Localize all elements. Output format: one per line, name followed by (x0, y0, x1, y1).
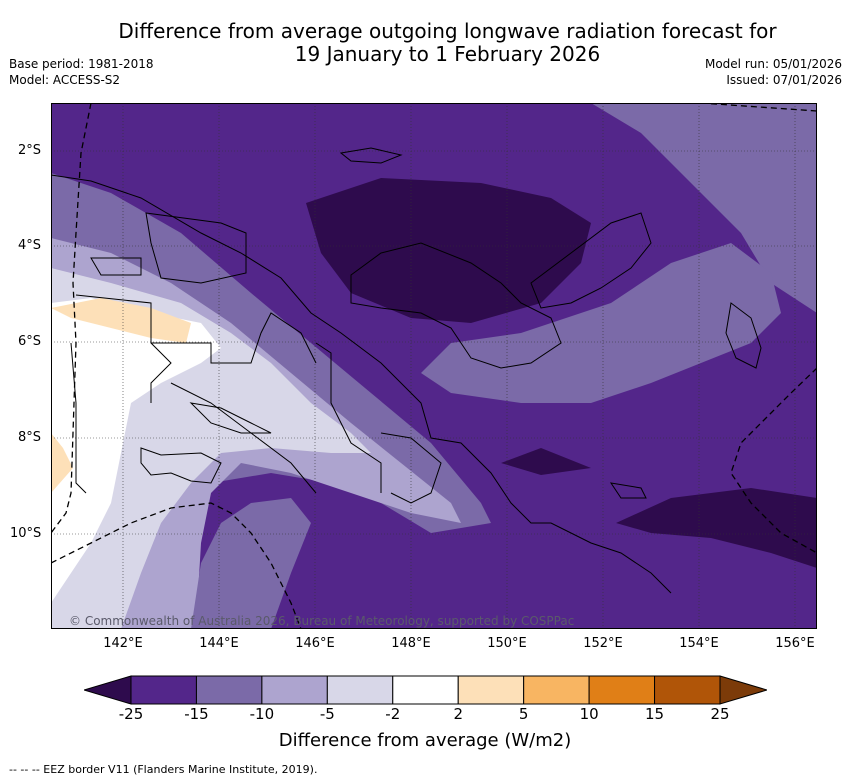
footnote: -- -- -- EEZ border V11 (Flanders Marine… (9, 763, 318, 776)
colorbar-tick-label: -2 (385, 705, 401, 723)
anomaly-region-positive-2 (51, 433, 73, 493)
olr-anomaly-map (51, 103, 817, 629)
lon-label-144e: 144°E (199, 636, 239, 651)
colorbar-tick-label: 10 (579, 705, 599, 723)
anomaly-region-west-4 (51, 298, 221, 603)
lat-label-2s: 2°S (18, 143, 42, 158)
lon-label-148e: 148°E (391, 636, 431, 651)
colorbar-tick-label: -15 (184, 705, 209, 723)
issued-date: Issued: 07/01/2026 (726, 73, 842, 87)
meta-right: Model run: 05/01/2026 Issued: 07/01/2026 (705, 56, 842, 88)
colorbar-segment (130, 675, 197, 705)
copyright-notice: © Commonwealth of Australia 2026, Bureau… (69, 614, 575, 628)
colorbar-extend-high (719, 675, 767, 705)
colorbar-tick-label: 5 (518, 705, 529, 723)
model-run: Model run: 05/01/2026 (704, 57, 842, 71)
colorbar-tick-label: -5 (319, 705, 335, 723)
lon-label-152e: 152°E (583, 636, 623, 651)
lon-label-146e: 146°E (295, 636, 335, 651)
model-name: Model: ACCESS-S2 (9, 73, 121, 87)
meta-left: Base period: 1981-2018 Model: ACCESS-S2 (9, 56, 154, 88)
lon-label-154e: 154°E (679, 636, 719, 651)
lat-label-4s: 4°S (18, 238, 42, 253)
anomaly-region-positive-1 (51, 298, 191, 343)
title-line-1: Difference from average outgoing longwav… (118, 19, 777, 43)
colorbar-extend-low (84, 675, 132, 705)
gridlines (51, 103, 817, 629)
lon-label-150e: 150°E (487, 636, 527, 651)
colorbar-segment (326, 675, 394, 705)
anomaly-core-east (616, 488, 817, 568)
colorbar-label: Difference from average (W/m2) (278, 730, 572, 751)
eez-borders (51, 103, 817, 629)
borders (75, 212, 442, 504)
anomaly-core-small (501, 448, 591, 475)
lat-label-6s: 6°S (18, 334, 42, 349)
anomaly-region-ne (591, 103, 817, 313)
colorbar-segment (588, 675, 656, 705)
colorbar-tick-label: -25 (118, 705, 144, 723)
colorbar-segment (523, 675, 590, 705)
map-title: Difference from average outgoing longwav… (0, 20, 850, 66)
colorbar-segment (392, 675, 459, 705)
colorbar-segment (654, 675, 721, 705)
anomaly-region-sw-1 (191, 498, 311, 629)
colorbar-segment (195, 675, 263, 705)
anomaly-core-north (306, 178, 591, 323)
colorbar-tick-label: 25 (710, 705, 730, 723)
base-period: Base period: 1981-2018 (9, 57, 154, 71)
colorbar (84, 675, 767, 705)
colorbar-segment (261, 675, 328, 705)
title-line-2: 19 January to 1 February 2026 (294, 42, 601, 66)
colorbar-tick-label: -10 (249, 705, 275, 723)
colorbar-tick-label: 15 (645, 705, 665, 723)
lat-label-8s: 8°S (18, 430, 42, 445)
anomaly-region-east (421, 243, 781, 403)
lat-label-10s: 10°S (10, 526, 42, 541)
colorbar-tick-label: 2 (453, 705, 463, 723)
lon-label-142e: 142°E (103, 636, 143, 651)
colorbar-segment (457, 675, 525, 705)
lon-label-156e: 156°E (775, 636, 815, 651)
coastlines (51, 147, 762, 594)
